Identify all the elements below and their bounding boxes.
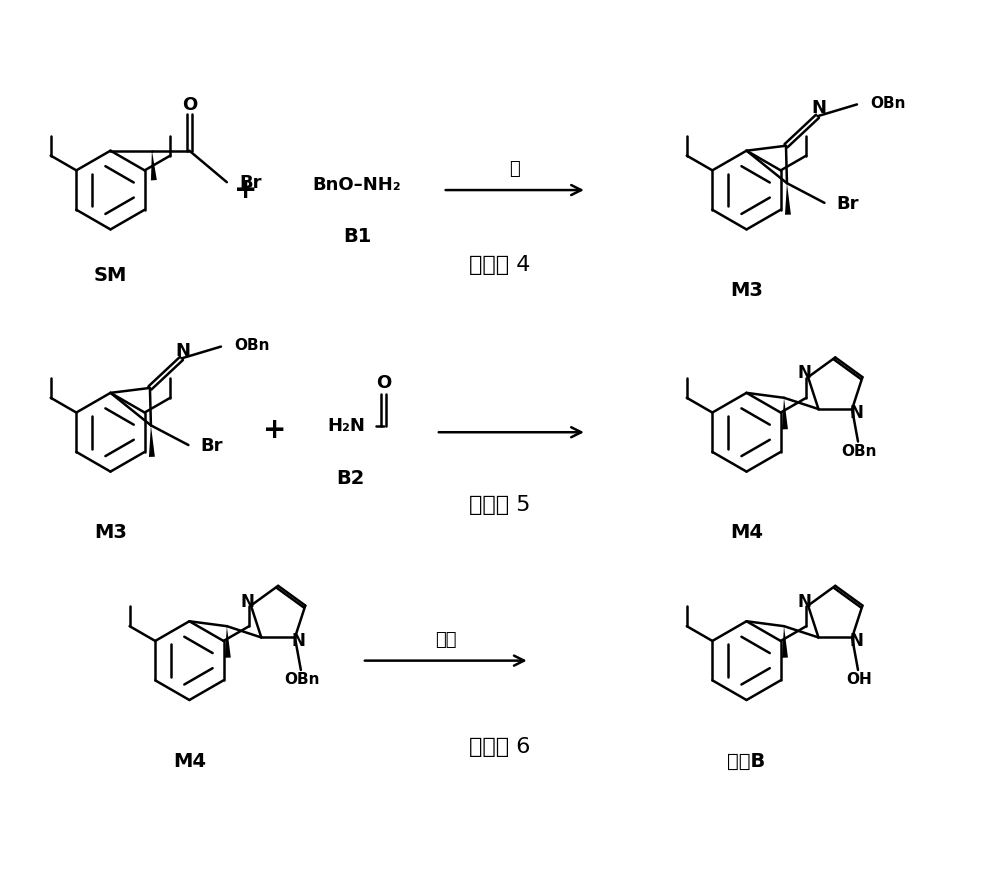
Text: 酸: 酸 bbox=[509, 160, 520, 178]
Text: OBn: OBn bbox=[284, 672, 320, 687]
Text: Br: Br bbox=[240, 174, 262, 192]
Polygon shape bbox=[782, 626, 788, 658]
Text: 方程式 5: 方程式 5 bbox=[469, 495, 531, 515]
Text: N: N bbox=[240, 593, 254, 611]
Text: N: N bbox=[797, 593, 811, 611]
Text: Br: Br bbox=[836, 195, 859, 213]
Polygon shape bbox=[782, 398, 788, 429]
Text: 方程式 6: 方程式 6 bbox=[469, 738, 531, 757]
Text: B1: B1 bbox=[343, 227, 371, 246]
Text: OH: OH bbox=[846, 672, 872, 687]
Text: OBn: OBn bbox=[234, 338, 269, 353]
Text: M4: M4 bbox=[173, 752, 206, 771]
Text: OBn: OBn bbox=[841, 444, 877, 459]
Text: +: + bbox=[234, 176, 257, 204]
Text: 杂质B: 杂质B bbox=[727, 752, 766, 771]
Text: M3: M3 bbox=[94, 523, 127, 542]
Text: N: N bbox=[797, 364, 811, 383]
Polygon shape bbox=[785, 183, 791, 215]
Text: O: O bbox=[376, 374, 391, 392]
Text: B2: B2 bbox=[336, 469, 364, 488]
Text: N: N bbox=[175, 342, 190, 359]
Text: OBn: OBn bbox=[870, 96, 905, 111]
Text: 方程式 4: 方程式 4 bbox=[469, 255, 531, 274]
Text: 氢化: 氢化 bbox=[435, 631, 457, 649]
Polygon shape bbox=[225, 626, 231, 658]
Polygon shape bbox=[149, 426, 155, 457]
Text: Br: Br bbox=[200, 437, 223, 455]
Text: N: N bbox=[849, 404, 863, 422]
Text: N: N bbox=[811, 99, 826, 117]
Text: N: N bbox=[849, 632, 863, 651]
Polygon shape bbox=[151, 151, 157, 181]
Text: BnO–NH₂: BnO–NH₂ bbox=[313, 176, 401, 194]
Text: O: O bbox=[182, 97, 197, 114]
Text: +: + bbox=[263, 417, 287, 444]
Text: N: N bbox=[292, 632, 306, 651]
Text: SM: SM bbox=[94, 266, 127, 285]
Text: M4: M4 bbox=[730, 523, 763, 542]
Text: M3: M3 bbox=[730, 281, 763, 300]
Text: H₂N: H₂N bbox=[327, 417, 365, 435]
